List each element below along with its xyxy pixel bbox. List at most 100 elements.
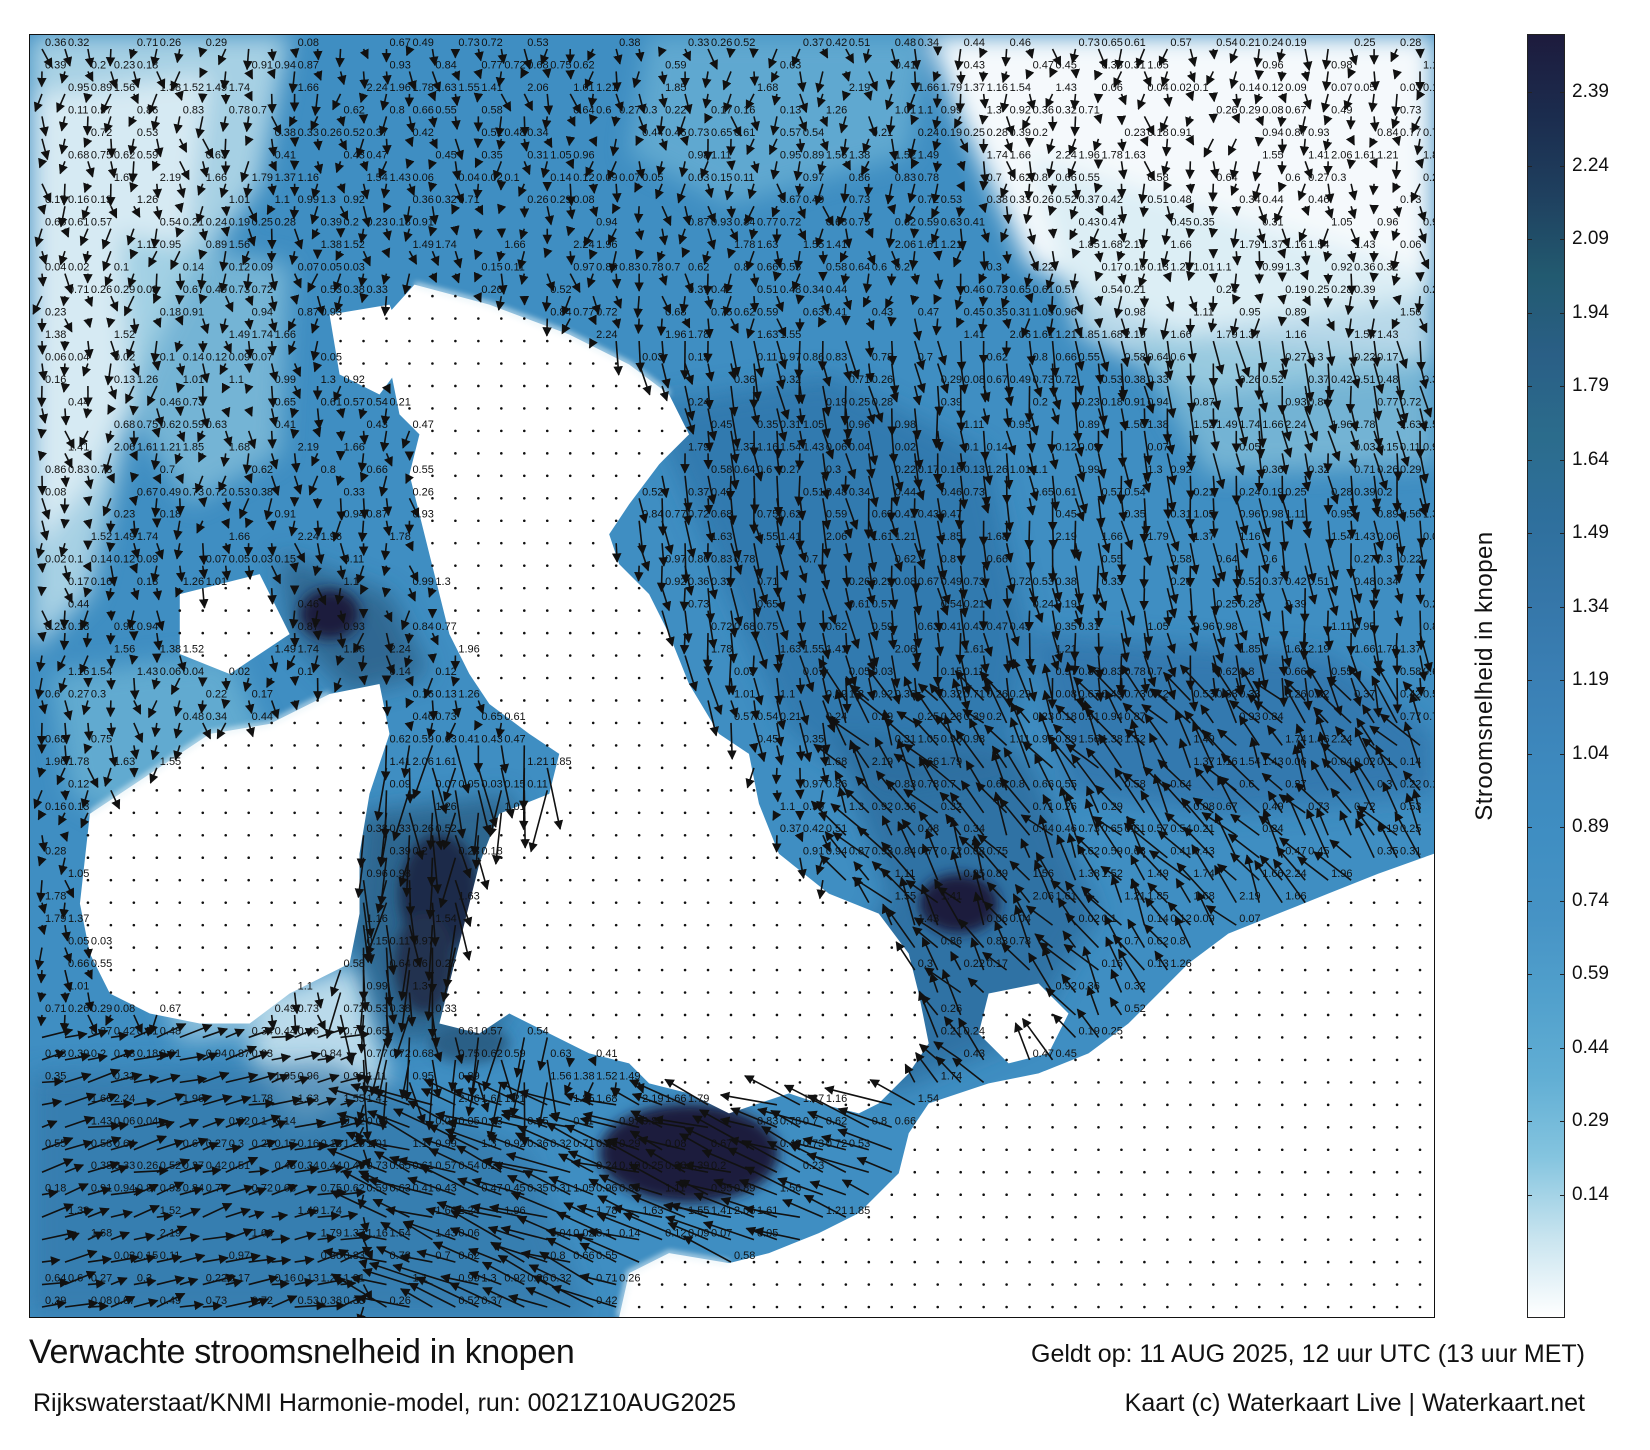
- current-arrow: [126, 228, 136, 246]
- land-dot: [591, 586, 595, 590]
- speed-label: 0.24: [1033, 599, 1054, 611]
- speed-label: 0.99: [458, 1273, 479, 1285]
- speed-label: 1.66: [1101, 531, 1122, 543]
- current-arrow: [1005, 116, 1015, 136]
- speed-label: 0.62: [344, 104, 365, 116]
- speed-label: 0.45: [435, 149, 456, 161]
- land-dot: [500, 541, 503, 545]
- speed-label: 2.19: [1056, 531, 1077, 543]
- current-arrow: [566, 206, 576, 220]
- speed-label: 1.49: [1193, 733, 1214, 745]
- speed-label: 0.32: [1377, 262, 1398, 274]
- current-arrow: [979, 180, 989, 191]
- land-dot: [1212, 1215, 1215, 1219]
- land-dot: [1189, 1081, 1192, 1084]
- speed-label: 2.24: [1285, 868, 1306, 880]
- speed-label: 1.38: [321, 239, 342, 251]
- speed-label: 1.78: [45, 891, 66, 903]
- current-arrow: [772, 790, 782, 803]
- speed-label: 0.44: [1262, 194, 1283, 206]
- land-dot: [1372, 1036, 1376, 1039]
- speed-label: 0.26: [412, 486, 433, 498]
- legend-tick-mark: [1560, 606, 1565, 608]
- speed-label: 0.52: [344, 127, 365, 139]
- speed-label: 0.93: [711, 217, 732, 229]
- land-dot: [1326, 1148, 1330, 1152]
- speed-label: 1.38: [1101, 733, 1122, 745]
- speed-label: 0.28: [1239, 599, 1260, 611]
- speed-label: 1.54: [1010, 82, 1031, 94]
- land-dot: [545, 878, 549, 882]
- land-dot: [545, 407, 549, 410]
- speed-label: 1.79: [1239, 239, 1260, 251]
- speed-label: 0.36: [1033, 104, 1054, 116]
- speed-label: 0.44: [1033, 823, 1054, 835]
- land-dot: [1143, 1238, 1146, 1241]
- land-dot: [614, 609, 618, 612]
- land-dot: [1326, 1283, 1330, 1286]
- speed-label: 0.52: [160, 1160, 181, 1172]
- land-dot: [637, 699, 641, 702]
- land-dot: [1051, 1283, 1054, 1286]
- speed-label: 0.21: [872, 127, 893, 139]
- current-arrow: [1391, 161, 1402, 180]
- speed-label: 0.1: [160, 351, 175, 363]
- speed-label: 0.49: [803, 194, 824, 206]
- land-dot: [591, 631, 595, 635]
- speed-label: 1.11: [895, 868, 916, 880]
- current-arrow: [41, 48, 53, 68]
- legend-tick-label: 1.04: [1572, 742, 1609, 764]
- current-arrow: [656, 565, 667, 593]
- speed-label: 0.62: [1216, 666, 1237, 678]
- legend-tick-mark: [1560, 1121, 1565, 1122]
- speed-label: 1.54: [435, 913, 456, 925]
- land-dot: [1303, 1260, 1307, 1264]
- land-dot: [201, 946, 205, 949]
- speed-label: 0.54: [367, 396, 388, 408]
- speed-label: 1.61: [757, 1205, 778, 1217]
- land-dot: [522, 878, 526, 882]
- speed-label: 1.52: [1124, 733, 1145, 745]
- speed-label: 2.24: [458, 1205, 479, 1217]
- speed-label: 0.83: [183, 104, 204, 116]
- land-dot: [591, 878, 595, 882]
- land-dot: [867, 1081, 871, 1084]
- speed-label: 1.16: [1216, 756, 1237, 768]
- land-dot: [1349, 1260, 1353, 1264]
- land-dot: [798, 991, 802, 994]
- land-dot: [775, 901, 779, 904]
- land-dot: [1234, 1125, 1238, 1129]
- land-dot: [522, 429, 526, 433]
- land-dot: [1326, 1036, 1330, 1039]
- land-dot: [1051, 1081, 1054, 1084]
- speed-label: 0.27: [619, 104, 640, 116]
- speed-label: 0.21: [780, 711, 801, 723]
- land-dot: [637, 631, 641, 635]
- speed-label: 0.48: [918, 823, 939, 835]
- speed-label: 0.94: [826, 846, 847, 858]
- current-arrow: [1116, 183, 1127, 199]
- land-dot: [660, 789, 664, 792]
- speed-label: 1.68: [757, 82, 778, 94]
- land-dot: [545, 991, 549, 994]
- speed-label: 1.43: [1262, 756, 1283, 768]
- current-arrow: [520, 790, 530, 849]
- current-arrow: [337, 71, 347, 86]
- speed-label: 0.16: [91, 576, 112, 588]
- speed-label: 0.14: [91, 554, 112, 566]
- speed-label: 0.35: [527, 1183, 548, 1195]
- speed-label: 0.33: [389, 823, 410, 835]
- speed-label: 0.66: [367, 464, 388, 476]
- speed-label: 0.95: [780, 149, 801, 161]
- speed-label: 0.43: [872, 307, 893, 319]
- land-dot: [568, 474, 572, 478]
- speed-label: 1.43: [435, 1228, 456, 1240]
- speed-label: 0.24: [1262, 823, 1283, 835]
- speed-label: 1.61: [1056, 891, 1077, 903]
- speed-label: 0.72: [1423, 711, 1434, 723]
- land-dot: [224, 811, 228, 815]
- speed-label: 1.26: [183, 576, 204, 588]
- land-dot: [178, 991, 182, 994]
- land-dot: [1326, 1081, 1330, 1084]
- land-dot: [109, 878, 113, 882]
